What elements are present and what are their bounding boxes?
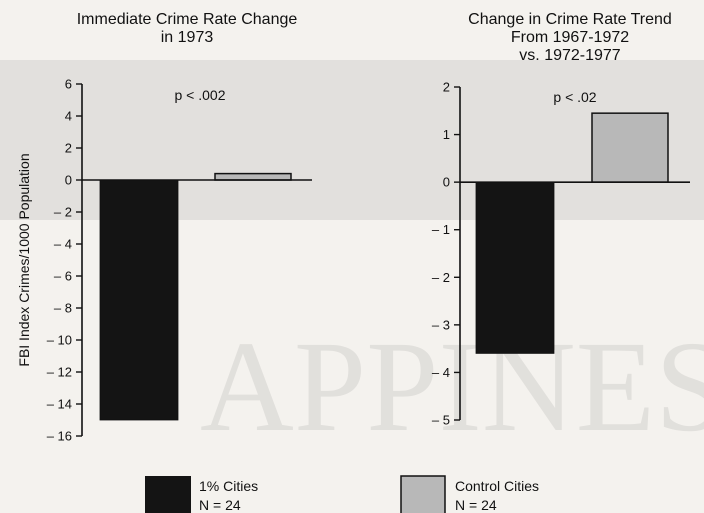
y-tick-label: 1	[443, 127, 450, 142]
p-value-annotation: p < .02	[553, 89, 596, 105]
legend-label-treated: 1% Cities	[199, 478, 258, 494]
legend-swatch-control	[400, 475, 446, 513]
y-tick-label: – 8	[54, 301, 72, 316]
y-tick-label: – 10	[47, 333, 72, 348]
legend-sublabel-control: N = 24	[455, 497, 497, 513]
bar-one-percent-cities	[99, 179, 179, 421]
y-tick-label: – 16	[47, 429, 72, 444]
legend: 1% Cities N = 24 Control Cities N = 24	[145, 475, 539, 513]
y-tick-label: – 4	[432, 365, 450, 380]
y-tick-label: – 14	[47, 397, 72, 412]
y-axis-label: FBI Index Crimes/1000 Population	[16, 153, 32, 366]
y-tick-label: – 2	[432, 270, 450, 285]
legend-label-control: Control Cities	[455, 478, 539, 494]
y-tick-label: – 12	[47, 365, 72, 380]
y-tick-label: – 2	[54, 205, 72, 220]
legend-swatch-treated	[145, 476, 191, 513]
chart-title-line: Immediate Crime Rate Change	[77, 11, 298, 28]
bar-control-cities	[214, 172, 292, 181]
y-tick-label: 2	[65, 141, 72, 156]
chart-title-line: Change in Crime Rate Trend	[468, 11, 672, 28]
y-tick-label: – 5	[432, 413, 450, 428]
y-tick-label: – 4	[54, 237, 72, 252]
svg-text:APPINESS: APPINESS	[200, 315, 704, 459]
y-tick-label: 0	[443, 175, 450, 190]
bar-one-percent-cities	[475, 181, 555, 354]
y-tick-label: – 1	[432, 222, 450, 237]
y-tick-label: – 3	[432, 317, 450, 332]
y-tick-label: 4	[65, 109, 72, 124]
chart-title-line: in 1973	[161, 29, 214, 46]
chart-title-line: vs. 1972-1977	[519, 47, 621, 64]
y-tick-label: 6	[65, 77, 72, 92]
bar-control-cities	[591, 112, 669, 183]
y-tick-label: 2	[443, 80, 450, 95]
p-value-annotation: p < .002	[175, 87, 226, 103]
y-tick-label: – 6	[54, 269, 72, 284]
legend-sublabel-treated: N = 24	[199, 497, 241, 513]
chart-title-line: From 1967-1972	[511, 29, 629, 46]
y-tick-label: 0	[65, 173, 72, 188]
